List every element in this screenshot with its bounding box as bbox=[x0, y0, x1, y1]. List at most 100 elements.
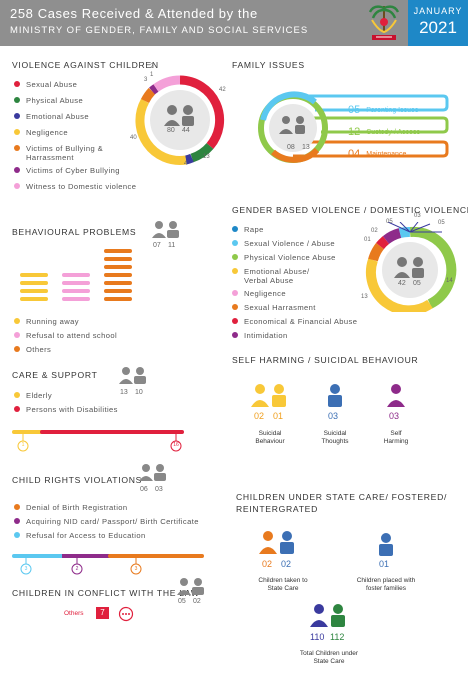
care-marker-elderly bbox=[17, 440, 29, 452]
gbv-rays bbox=[387, 222, 442, 233]
legend-dot bbox=[232, 318, 238, 324]
childrights-marker-education-label: 3 bbox=[24, 566, 28, 572]
conflict-title: CHILDREN IN CONFLICT WITH THE LAW bbox=[12, 588, 200, 598]
legend-dot bbox=[14, 406, 20, 412]
gbv-segment-physical bbox=[409, 226, 457, 309]
legend-dot bbox=[232, 290, 238, 296]
childrights-legend: Denial of Birth Registration Acquiring N… bbox=[14, 503, 199, 540]
legend-item: Intimidation bbox=[232, 331, 357, 340]
behavioural-legend: Running away Refusal to attend school Ot… bbox=[14, 317, 117, 354]
male-figure-icon bbox=[412, 257, 424, 278]
family-item-parenting: 05 Parenting Issues bbox=[348, 104, 419, 116]
legend-dot bbox=[14, 145, 20, 151]
report-month: JANUARY bbox=[413, 6, 463, 16]
value-bullying: 3 bbox=[144, 77, 148, 83]
state-care-taken-male: 02 bbox=[281, 559, 292, 569]
childrights-progress-bar bbox=[12, 554, 204, 575]
foster-figure-icon bbox=[379, 533, 393, 556]
legend-item: Physical Violence Abuse bbox=[232, 253, 357, 262]
page-subtitle: MINISTRY OF GENDER, FAMILY AND SOCIAL SE… bbox=[10, 25, 309, 36]
value-cyber: 1 bbox=[150, 72, 154, 78]
gender-figures-icon bbox=[119, 367, 146, 384]
gender-figures-icon bbox=[139, 464, 166, 481]
legend-item: Negligence bbox=[232, 289, 357, 298]
gbv-value-emotional: 13 bbox=[361, 294, 368, 300]
value-sexual: 42 bbox=[219, 87, 226, 93]
violence-donut-chart bbox=[135, 75, 225, 165]
childrights-marker-nid bbox=[71, 563, 83, 575]
legend-dot bbox=[14, 113, 20, 119]
care-title: CARE & SUPPORT bbox=[12, 370, 98, 380]
behavioural-bar-chart bbox=[20, 249, 132, 301]
value-witness: 2 bbox=[150, 64, 154, 70]
value-physical: 13 bbox=[203, 154, 210, 160]
childrights-marker-birth bbox=[130, 563, 142, 575]
family-title: FAMILY ISSUES bbox=[232, 60, 305, 70]
legend-item: Denial of Birth Registration bbox=[14, 503, 199, 512]
legend-item: Negligence bbox=[14, 128, 136, 137]
statecare-title: CHILDREN UNDER STATE CARE/ FOSTERED/REIN… bbox=[236, 492, 448, 514]
legend-item: Acquiring NID card/ Passport/ Birth Cert… bbox=[14, 517, 199, 526]
suicidal-thoughts-label: Suicidal Thoughts bbox=[321, 430, 349, 445]
gbv-value-c: 05 bbox=[386, 219, 393, 225]
legend-dot bbox=[232, 254, 238, 260]
legend-item: Witness to Domestic violence bbox=[14, 182, 136, 191]
self-harming-figure-icon bbox=[387, 384, 405, 407]
legend-dot bbox=[232, 304, 238, 310]
behavioural-title: BEHAVIOURAL PROBLEMS bbox=[12, 227, 137, 237]
total-state-care-label: Total Children under State Care bbox=[299, 650, 359, 665]
total-state-care-female: 110 bbox=[310, 632, 325, 642]
family-item-maintenance: 04 Maintenance bbox=[348, 148, 407, 160]
male-figure-icon bbox=[182, 105, 194, 126]
gbv-segment-economic bbox=[376, 236, 390, 250]
behavioural-female-count: 07 bbox=[153, 242, 161, 249]
suicidal-behaviour-figures-icon bbox=[251, 384, 286, 407]
legend-item: Refusal for Access to Education bbox=[14, 531, 199, 540]
suicidal-behaviour-label: Suicidal Behaviour bbox=[255, 430, 285, 445]
conflict-male-count: 02 bbox=[193, 598, 201, 605]
gender-figures-icon bbox=[152, 221, 179, 238]
legend-item: Rape bbox=[232, 225, 357, 234]
suicidal-behaviour-female: 02 bbox=[254, 411, 265, 421]
conflict-others-value: 7 bbox=[96, 607, 109, 619]
legend-item: Economical & Financial Abuse bbox=[232, 317, 357, 326]
violence-title: VIOLENCE AGAINST CHILDREN bbox=[12, 60, 159, 70]
gbv-segment-harrasment bbox=[368, 242, 385, 262]
legend-item: Sexual Violence / Abuse bbox=[232, 239, 357, 248]
gbv-segment-emotional bbox=[365, 258, 433, 312]
care-male-count: 10 bbox=[135, 389, 143, 396]
report-year: 2021 bbox=[419, 18, 457, 37]
donut-segment-bullying bbox=[140, 87, 156, 104]
self-harming-label: Self Harming bbox=[383, 430, 409, 445]
donut-segment-negligence bbox=[135, 98, 187, 165]
childrights-female-count: 06 bbox=[140, 486, 148, 493]
care-progress-bar bbox=[12, 430, 184, 452]
legend-dot bbox=[14, 392, 20, 398]
gbv-value-physical: 14 bbox=[446, 278, 453, 284]
gbv-segment-intimidation bbox=[382, 228, 402, 245]
care-marker-disabilities-label: 16 bbox=[173, 442, 179, 448]
donut-segment-emotional bbox=[184, 153, 194, 165]
state-care-taken-figures-icon bbox=[259, 531, 294, 554]
legend-dot bbox=[232, 332, 238, 338]
foster-count: 01 bbox=[379, 559, 390, 569]
legend-dot bbox=[14, 129, 20, 135]
legend-dot bbox=[14, 318, 20, 324]
state-care-taken-female: 02 bbox=[262, 559, 273, 569]
donut-segment-cyber bbox=[149, 84, 159, 95]
childrights-marker-education bbox=[20, 563, 32, 575]
childrights-marker-birth-label: 3 bbox=[134, 566, 138, 572]
legend-dot bbox=[14, 518, 20, 524]
legend-dot bbox=[14, 332, 20, 338]
legend-dot bbox=[232, 240, 238, 246]
legend-dot bbox=[14, 346, 20, 352]
gbv-legend: Rape Sexual Violence / Abuse Physical Vi… bbox=[232, 225, 357, 340]
legend-item: Refusal to attend school bbox=[14, 331, 117, 340]
conflict-others-label: Others bbox=[64, 610, 84, 617]
care-marker-disabilities bbox=[170, 440, 182, 452]
female-figure-icon bbox=[394, 257, 410, 278]
legend-dot bbox=[14, 167, 20, 173]
legend-item: Sexual Harrasment bbox=[232, 303, 357, 312]
legend-item: Elderly bbox=[14, 391, 118, 400]
page-title: 258 Cases Received & Attended by the bbox=[10, 6, 258, 21]
